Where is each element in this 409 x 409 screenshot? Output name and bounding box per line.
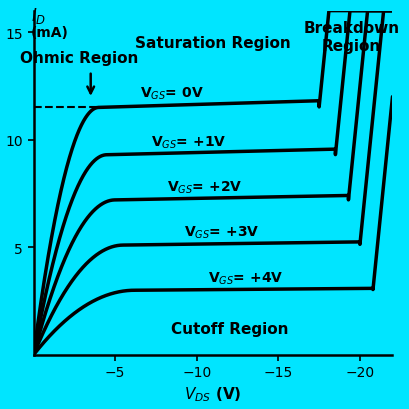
Text: $I_D$: $I_D$ xyxy=(31,6,47,26)
Text: Saturation Region: Saturation Region xyxy=(135,36,290,51)
Text: V$_{GS}$= +4V: V$_{GS}$= +4V xyxy=(207,270,283,286)
Text: Cutoff Region: Cutoff Region xyxy=(170,321,288,337)
Text: V$_{GS}$= 0V: V$_{GS}$= 0V xyxy=(140,85,204,101)
Text: V$_{GS}$= +2V: V$_{GS}$= +2V xyxy=(167,180,242,196)
Text: (mA): (mA) xyxy=(30,26,68,40)
Text: V$_{GS}$= +1V: V$_{GS}$= +1V xyxy=(151,134,226,151)
Text: V$_{GS}$= +3V: V$_{GS}$= +3V xyxy=(183,225,258,241)
Text: Ohmic Region: Ohmic Region xyxy=(20,51,138,66)
Text: Breakdown
Region: Breakdown Region xyxy=(303,21,399,54)
X-axis label: $V_{DS}$ (V): $V_{DS}$ (V) xyxy=(184,385,241,403)
